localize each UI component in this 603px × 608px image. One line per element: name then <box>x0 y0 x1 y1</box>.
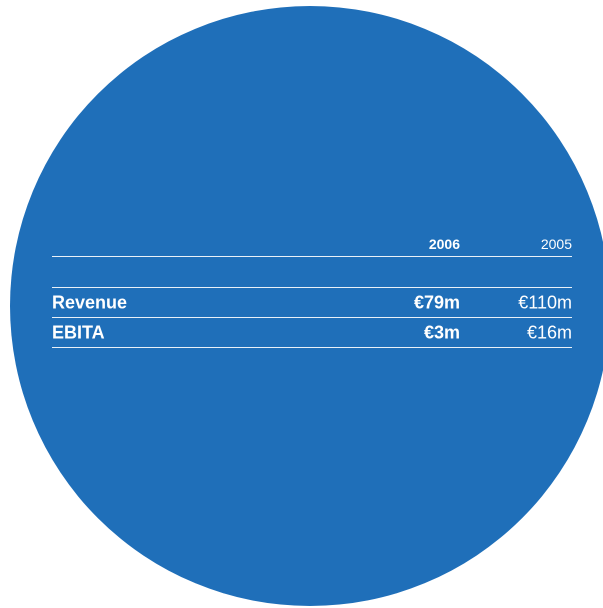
ebita-2005-value: €16m <box>526 322 572 342</box>
header-year-2005: 2005 <box>540 236 572 252</box>
financial-summary-table: 2006 2005 Revenue €79m €110m EBITA €3m €… <box>52 232 572 348</box>
header-year-2006: 2006 <box>428 236 460 252</box>
row-label-revenue: Revenue <box>52 292 128 312</box>
revenue-2005-value: €110m <box>518 292 572 312</box>
table-spacer <box>52 257 572 288</box>
background-circle <box>10 6 603 606</box>
row-label-ebita: EBITA <box>52 322 105 342</box>
table-row-ebita: EBITA €3m €16m <box>52 318 572 348</box>
ebita-2006-value: €3m <box>423 322 460 342</box>
revenue-2006-value: €79m <box>413 292 460 312</box>
table-header-row: 2006 2005 <box>52 232 572 257</box>
table-row-revenue: Revenue €79m €110m <box>52 288 572 318</box>
